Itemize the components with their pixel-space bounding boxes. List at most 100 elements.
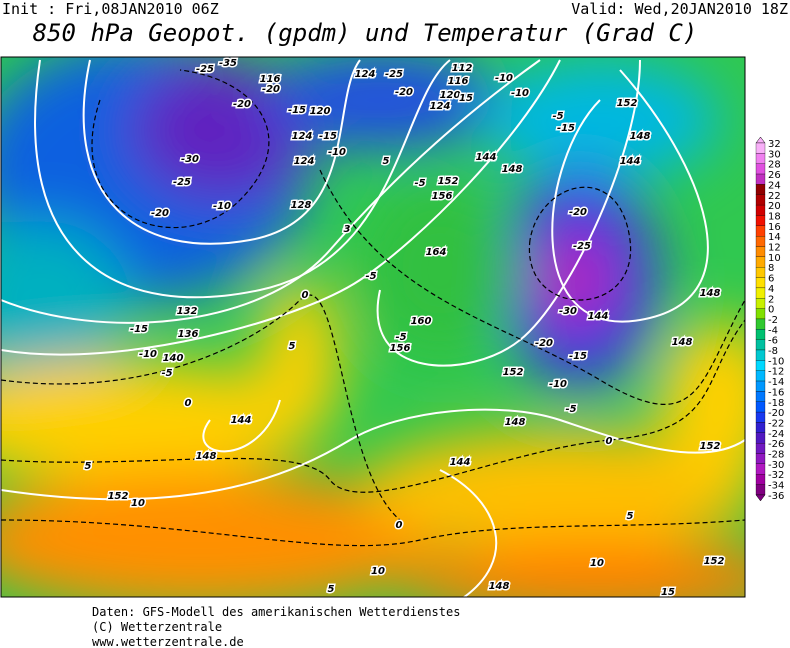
- contour-label: 148: [489, 581, 510, 592]
- contour-label: -5: [395, 332, 406, 343]
- contour-label: 128: [291, 200, 312, 211]
- contour-label: 5: [289, 341, 296, 352]
- colorbar-label: -10: [768, 356, 784, 367]
- colorbar-label: 22: [768, 191, 781, 202]
- contour-label: 148: [502, 164, 523, 175]
- colorbar-band: [755, 370, 766, 382]
- colorbar-band: [755, 277, 766, 289]
- colorbar-band: [755, 318, 766, 330]
- contour-label: -20: [262, 84, 280, 95]
- contour-label: 15: [459, 93, 473, 104]
- colorbar-band: [755, 401, 766, 413]
- colorbar-label: -4: [768, 325, 778, 336]
- contour-label: 132: [177, 306, 198, 317]
- colorbar-band: [755, 267, 766, 278]
- colorbar-arrow: [755, 494, 766, 502]
- colorbar-band: [755, 153, 766, 164]
- contour-label: 144: [620, 156, 641, 167]
- colorbar-band: [755, 432, 766, 444]
- contour-label: 144: [231, 415, 252, 426]
- colorbar-label: -30: [768, 460, 784, 471]
- colorbar-band: [755, 225, 766, 237]
- colorbar-label: 0: [768, 305, 774, 316]
- colorbar-label: -20: [768, 408, 784, 419]
- colorbar-label: 24: [768, 180, 781, 191]
- contour-label: 148: [630, 131, 651, 142]
- contour-label: 152: [617, 98, 638, 109]
- contour-label: -30: [181, 154, 199, 165]
- contour-label: 152: [704, 556, 725, 567]
- init-time: Init : Fri,08JAN2010 06Z: [2, 0, 219, 18]
- contour-label: 15: [661, 587, 675, 598]
- colorbar-label: 28: [768, 160, 781, 171]
- colorbar-band: [755, 442, 766, 454]
- map-frame: [0, 56, 746, 598]
- contour-label: -5: [414, 178, 425, 189]
- colorbar-band: [755, 215, 766, 226]
- colorbar-label: -24: [768, 429, 784, 440]
- contour-label: -25: [173, 177, 191, 188]
- contour-label: 136: [178, 329, 199, 340]
- map-title: 850 hPa Geopot. (gpdm) und Temperatur (G…: [33, 19, 698, 47]
- contour-label: 152: [438, 176, 459, 187]
- colorbar-label: 8: [768, 263, 774, 274]
- colorbar-band: [755, 360, 766, 371]
- colorbar-label: 18: [768, 211, 781, 222]
- contour-label: 164: [426, 247, 447, 258]
- contour-label: 116: [260, 74, 281, 85]
- colorbar-label: -8: [768, 346, 778, 357]
- contour-label: -15: [569, 351, 587, 362]
- contour-label: 124: [292, 131, 313, 142]
- contour-label: -20: [569, 207, 587, 218]
- colorbar-label: 16: [768, 222, 781, 233]
- colorbar-label: -2: [768, 315, 778, 326]
- contour-label: -15: [319, 131, 337, 142]
- contour-label: 148: [505, 417, 526, 428]
- contour-label: -35: [219, 58, 237, 69]
- colorbar-band: [755, 391, 766, 402]
- footer-line: www.wetterzentrale.de: [92, 635, 244, 648]
- colorbar-band: [755, 204, 766, 216]
- contour-label: -20: [233, 99, 251, 110]
- contour-label: 144: [476, 152, 497, 163]
- temperature-contours: [1, 69, 745, 547]
- contour-label: 5: [85, 461, 92, 472]
- colorbar-band: [755, 163, 766, 175]
- contour-label: 0: [396, 520, 403, 531]
- colorbar-label: -6: [768, 336, 778, 347]
- contour-label: -20: [535, 338, 553, 349]
- contour-label: -20: [151, 208, 169, 219]
- colorbar-band: [755, 184, 766, 195]
- colorbar-label: 26: [768, 170, 781, 181]
- colorbar-band: [755, 256, 766, 268]
- colorbar-band: [755, 194, 766, 206]
- colorbar-label: 20: [768, 201, 781, 212]
- colorbar-band: [755, 474, 766, 485]
- colorbar-band: [755, 339, 766, 351]
- contour-label: 112: [452, 63, 473, 74]
- colorbar-band: [755, 380, 766, 392]
- colorbar-label: -16: [768, 387, 784, 398]
- colorbar-label: 2: [768, 294, 774, 305]
- contour-label: 156: [432, 191, 453, 202]
- contour-label: 124: [355, 69, 376, 80]
- contour-label: -20: [395, 87, 413, 98]
- geopotential-contours: [1, 59, 745, 597]
- colorbar-band: [755, 298, 766, 309]
- contour-label: -15: [288, 105, 306, 116]
- contour-label: 10: [371, 566, 385, 577]
- contour-label: 5: [383, 156, 390, 167]
- contour-label: 160: [411, 316, 432, 327]
- footer-line: Daten: GFS-Modell des amerikanischen Wet…: [92, 605, 460, 619]
- contour-label: 148: [196, 451, 217, 462]
- contour-label: -10: [213, 201, 231, 212]
- colorbar-label: -18: [768, 398, 784, 409]
- contour-label: -15: [557, 123, 575, 134]
- contour-label: 148: [700, 288, 721, 299]
- colorbar-label: -14: [768, 377, 784, 388]
- contour-label: 10: [590, 558, 604, 569]
- contour-label: -25: [573, 241, 591, 252]
- contour-label: -10: [549, 379, 567, 390]
